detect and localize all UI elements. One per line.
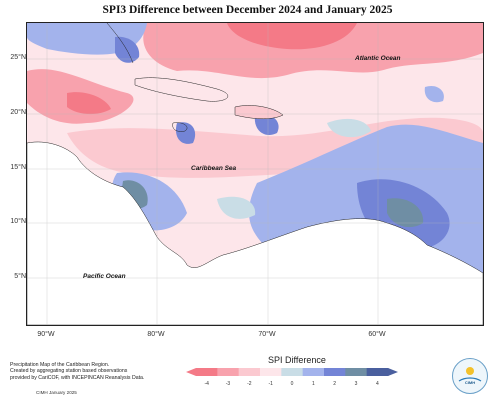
legend-tick-label: 4 [376,381,379,387]
graticule [27,23,483,325]
neutral-zone-1 [327,118,371,138]
atlantic-ocean-label: Atlantic Ocean [355,55,401,62]
wet-zone-hispaniola [254,114,279,135]
footer-line-1: Precipitation Map of the Caribbean Regio… [10,362,110,368]
hispaniola-outline [234,105,284,119]
cimh-logo: CIMH [452,358,488,394]
legend-swatch [238,368,261,376]
legend-swatch [302,368,325,376]
legend-tick-label: 3 [355,381,358,387]
caribbean-sea-label: Caribbean Sea [191,165,237,172]
legend-title: SPI Difference [268,355,326,365]
map-title: SPI3 Difference between December 2024 an… [102,4,393,16]
legend-arrow-right [388,368,398,376]
legend-swatch [217,368,240,376]
legend-arrow-left [186,368,196,376]
wet-zone-florida [115,36,140,63]
legend-tick-label: -1 [268,381,273,387]
wet-zone-atlantic [424,85,444,103]
footer-line-3: provided by CariCOF, with INCEPINCAN Rea… [10,374,145,381]
legend-tick-label: 0 [291,381,294,387]
mainland-land [27,141,483,325]
wet-zone-jamaica [175,122,196,144]
pacific-ocean-label: Pacific Ocean [83,273,126,280]
legend-tick-label: 2 [333,381,336,387]
legend-tick-label: -4 [204,381,209,387]
dry-zone-gulf-core [67,92,111,115]
legend-swatch [324,368,346,376]
neutral-zone-2 [217,196,256,219]
legend-tick-label: -2 [247,381,252,387]
legend-swatch [366,368,389,376]
spi-map[interactable] [27,23,483,325]
map-frame[interactable]: Atlantic Ocean Caribbean Sea Pacific Oce… [26,22,484,326]
lat-label-5n: 5°N [14,273,26,280]
jamaica-outline [172,122,188,132]
lat-label-20n: 20°N [10,109,26,116]
footer-credits: Precipitation Map of the Caribbean Regio… [10,362,160,381]
wet-zone-core-east [387,198,424,228]
lon-label-80w: 80°W [147,331,165,338]
footer-date: CIMH January 2025 [36,390,77,395]
legend-swatch [260,368,282,376]
legend-swatch [281,368,304,376]
legend-tick-label: 1 [312,381,315,387]
legend-colorbar: -4 -3 -2 -1 0 1 2 3 4 [186,368,398,387]
legend-swatch [345,368,368,376]
footer-line-2: Created by aggregating station based obs… [10,368,128,375]
logo-text: CIMH [464,380,476,385]
sun-icon [458,367,482,382]
cuba-outline [134,77,229,102]
lon-label-60w: 60°W [368,331,386,338]
lat-label-15n: 15°N [10,164,26,171]
dry-zone-core [227,23,357,50]
legend-swatch [196,368,218,376]
lat-label-25n: 25°N [10,54,26,61]
dry-zone-north [143,23,483,79]
lat-label-10n: 10°N [10,218,26,225]
lon-label-90w: 90°W [37,331,55,338]
legend-tick-label: -3 [226,381,231,387]
lon-label-70w: 70°W [258,331,276,338]
